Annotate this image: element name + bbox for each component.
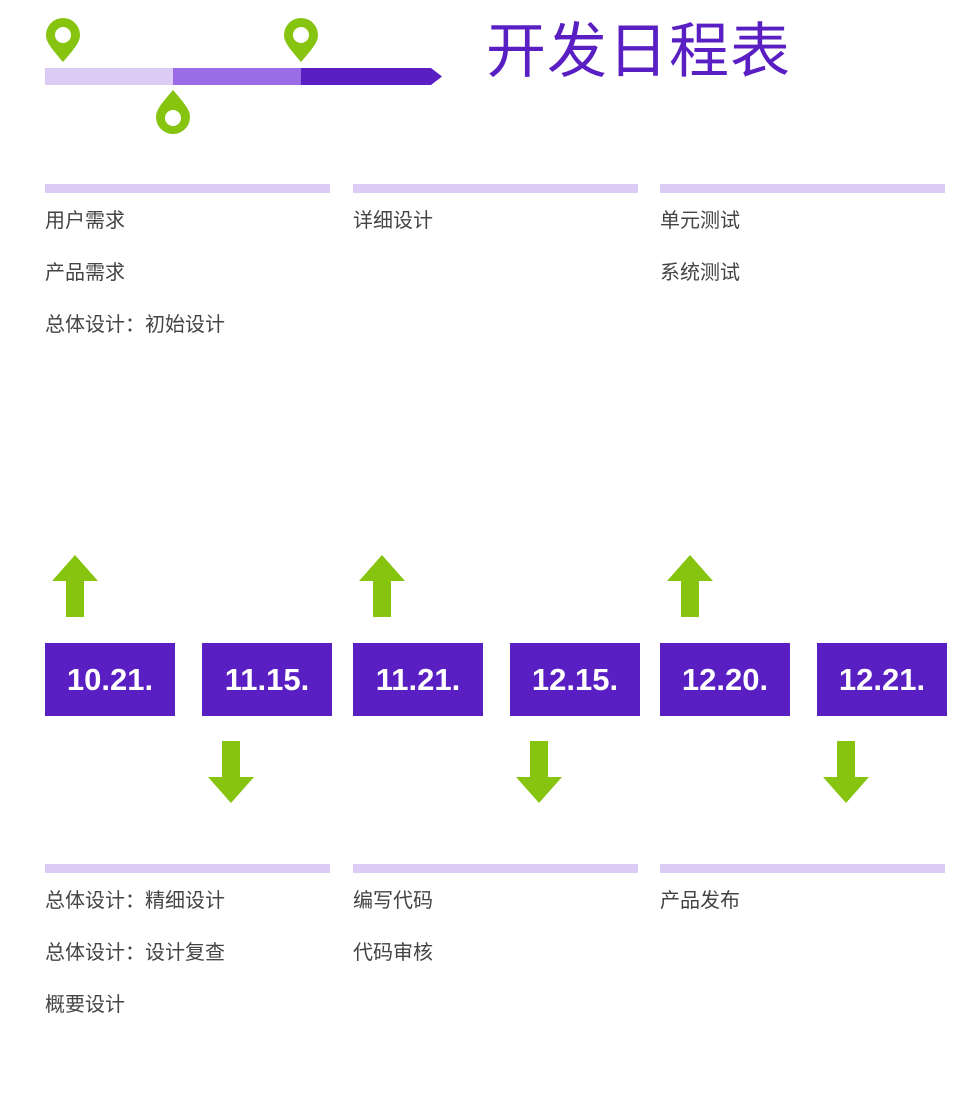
date-box: 12.15.	[510, 643, 640, 716]
task-item: 总体设计：设计复查	[45, 940, 225, 964]
date-box: 11.21.	[353, 643, 483, 716]
task-item: 详细设计	[353, 208, 433, 232]
group-divider-bar	[660, 864, 945, 873]
location-pin-icon	[284, 18, 318, 62]
date-box: 11.15.	[202, 643, 332, 716]
timeline-segment-medium	[173, 68, 301, 85]
timeline-arrow-segment	[301, 68, 442, 85]
location-pin-icon	[46, 18, 80, 62]
group-divider-bar	[353, 864, 638, 873]
task-item: 总体设计：初始设计	[45, 312, 225, 336]
date-box: 12.21.	[817, 643, 947, 716]
task-group-bottom-3: 产品发布	[660, 864, 945, 914]
group-divider-bar	[45, 184, 330, 193]
task-item: 系统测试	[660, 260, 740, 284]
task-item: 概要设计	[45, 992, 125, 1016]
task-item: 编写代码	[353, 888, 433, 912]
arrow-up-icon	[52, 555, 98, 617]
task-item: 用户需求	[45, 208, 125, 232]
arrow-down-icon	[516, 741, 562, 803]
task-item: 代码审核	[353, 940, 433, 964]
arrow-up-icon	[359, 555, 405, 617]
task-item: 总体设计：精细设计	[45, 888, 225, 912]
date-box: 12.20.	[660, 643, 790, 716]
task-group-bottom-1: 总体设计：精细设计 总体设计：设计复查 概要设计	[45, 864, 330, 1018]
timeline-segment-light	[45, 68, 173, 85]
task-group-top-3: 单元测试 系统测试	[660, 184, 945, 286]
task-item: 产品发布	[660, 888, 740, 912]
arrow-down-icon	[208, 741, 254, 803]
date-box: 10.21.	[45, 643, 175, 716]
task-group-top-2: 详细设计	[353, 184, 638, 234]
task-item: 产品需求	[45, 260, 125, 284]
group-divider-bar	[660, 184, 945, 193]
arrow-down-icon	[823, 741, 869, 803]
task-group-bottom-2: 编写代码 代码审核	[353, 864, 638, 966]
task-item: 单元测试	[660, 208, 740, 232]
arrow-up-icon	[667, 555, 713, 617]
group-divider-bar	[45, 864, 330, 873]
header-timeline-graphic	[45, 18, 442, 134]
task-group-top-1: 用户需求 产品需求 总体设计：初始设计	[45, 184, 330, 338]
group-divider-bar	[353, 184, 638, 193]
page-title: 开发日程表	[486, 17, 791, 87]
location-pin-icon	[156, 90, 190, 134]
